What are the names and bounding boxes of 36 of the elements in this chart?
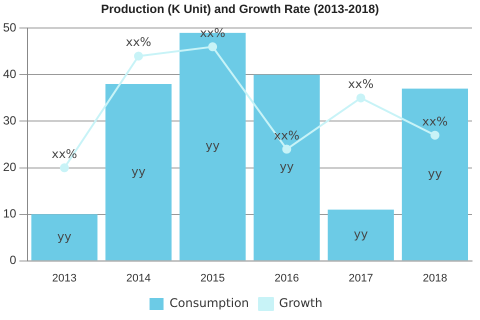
x-tick-label: 2018 bbox=[422, 272, 448, 284]
data-label: xx% bbox=[126, 35, 152, 50]
x-tick-label: 2014 bbox=[126, 272, 151, 284]
y-tick-label: 50 bbox=[2, 20, 17, 35]
x-tick-label: 2015 bbox=[200, 272, 225, 284]
chart-title: Production (K Unit) and Growth Rate (2013-2018) bbox=[100, 1, 380, 18]
y-tick-label: 20 bbox=[2, 160, 17, 174]
data-label: yy bbox=[428, 166, 442, 181]
data-label: yy bbox=[280, 160, 294, 174]
bar bbox=[254, 74, 320, 260]
point bbox=[208, 42, 218, 52]
data-label: yy bbox=[354, 227, 368, 242]
bar bbox=[328, 210, 394, 260]
data-label: xx% bbox=[348, 77, 374, 92]
y-tick-label: 0 bbox=[10, 253, 17, 268]
point bbox=[356, 93, 366, 102]
point bbox=[430, 130, 440, 140]
point bbox=[134, 52, 144, 61]
legend-label: Growth bbox=[279, 296, 322, 310]
data-label: xx% bbox=[52, 146, 78, 161]
y-tick-label: 40 bbox=[2, 67, 17, 82]
data-label: xx% bbox=[422, 114, 448, 128]
x-tick-label: 2013 bbox=[52, 272, 77, 284]
bar bbox=[402, 88, 468, 260]
y-tick-label: 30 bbox=[2, 114, 17, 128]
point bbox=[282, 144, 292, 154]
legend-label: Consumption bbox=[170, 296, 250, 310]
y-tick-label: 10 bbox=[2, 206, 17, 221]
x-tick-label: 2016 bbox=[274, 272, 299, 284]
x-tick-label: 2017 bbox=[348, 272, 374, 284]
data-label: yy bbox=[57, 229, 72, 244]
point bbox=[60, 163, 69, 172]
data-label: yy bbox=[206, 138, 220, 153]
bar bbox=[31, 214, 98, 260]
bar bbox=[105, 84, 172, 260]
data-label: yy bbox=[131, 164, 146, 178]
